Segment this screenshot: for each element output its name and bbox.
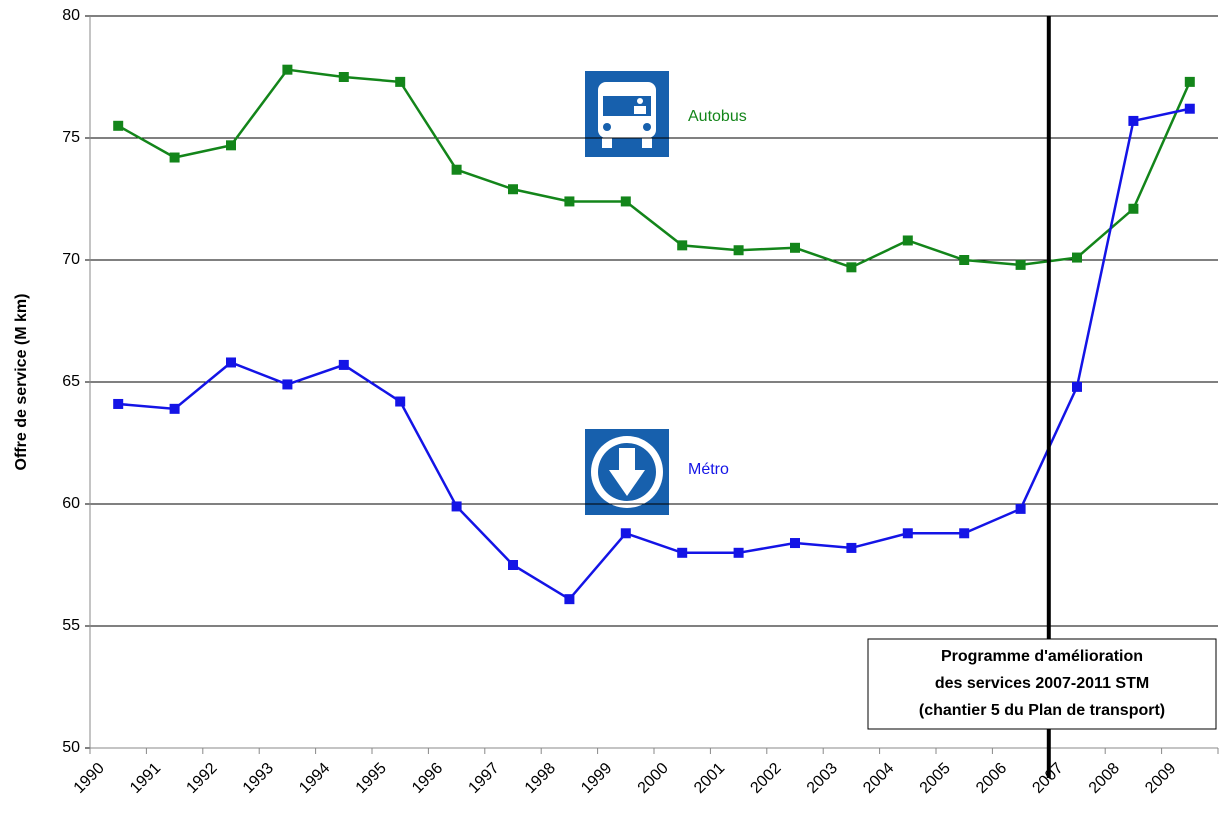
point <box>902 235 913 246</box>
point <box>508 560 518 570</box>
x-tick-label: 1991 <box>127 760 164 797</box>
y-tick-label: 55 <box>62 617 80 634</box>
y-tick-label: 65 <box>62 373 80 390</box>
x-tick-label: 1995 <box>353 760 390 797</box>
point <box>451 164 462 175</box>
y-axis-label: Offre de service (M km) <box>13 294 30 471</box>
x-tick-label: 1996 <box>409 760 446 797</box>
bus-icon <box>585 71 669 157</box>
y-tick-label: 75 <box>62 129 80 146</box>
point <box>1184 103 1195 114</box>
x-tick-label: 2009 <box>1142 760 1179 797</box>
series-label: Métro <box>688 461 729 478</box>
annotation: des services 2007-2011 STM <box>935 675 1149 692</box>
point <box>1128 203 1139 214</box>
x-tick-label: 2005 <box>917 760 954 797</box>
line <box>118 107 1191 601</box>
point <box>677 547 688 558</box>
point <box>169 403 180 414</box>
point <box>1072 252 1082 263</box>
point <box>1072 381 1082 392</box>
x-tick-label: 1998 <box>522 760 559 797</box>
point <box>1128 115 1139 126</box>
point <box>1015 503 1026 514</box>
x-tick-label: 2000 <box>635 760 672 797</box>
line <box>117 68 1191 269</box>
point <box>338 72 349 82</box>
y-tick-label: 70 <box>62 251 80 268</box>
point <box>620 528 631 539</box>
point <box>902 528 913 539</box>
point <box>733 245 744 256</box>
point <box>113 398 124 409</box>
annotation-box <box>867 638 1217 730</box>
point <box>226 357 236 368</box>
point <box>1015 259 1026 270</box>
point <box>733 547 744 558</box>
point <box>282 379 293 390</box>
x-tick-label: 1999 <box>578 760 615 797</box>
x-tick-label: 1993 <box>240 760 277 797</box>
annotation: Programme d'amélioration <box>941 648 1143 665</box>
y-tick-label: 60 <box>62 495 80 512</box>
x-tick-label: 1997 <box>465 760 502 797</box>
point <box>395 76 406 87</box>
x-tick-label: 1990 <box>71 760 108 797</box>
annotation: (chantier 5 du Plan de transport) <box>919 702 1165 719</box>
point <box>226 140 236 151</box>
point <box>846 262 857 273</box>
point <box>677 240 688 251</box>
point <box>564 196 575 207</box>
point <box>790 538 800 549</box>
x-tick-label: 1994 <box>296 760 333 797</box>
x-tick-label: 2008 <box>1086 760 1123 797</box>
x-tick-label: 2002 <box>747 760 784 797</box>
x-tick-label: 2006 <box>973 760 1010 797</box>
point <box>113 120 124 131</box>
y-tick-label: 50 <box>62 739 80 756</box>
point <box>451 501 462 512</box>
x-tick-label: 2004 <box>860 760 897 797</box>
point <box>790 242 800 253</box>
point <box>1184 76 1195 87</box>
point <box>959 528 970 539</box>
point <box>846 542 857 553</box>
metro-icon <box>585 429 669 515</box>
x-tick-label: 1992 <box>183 760 220 797</box>
point <box>959 255 970 265</box>
point <box>169 152 180 163</box>
point <box>564 594 575 605</box>
point <box>620 196 631 207</box>
point <box>282 64 293 75</box>
point <box>508 184 518 195</box>
x-tick-label: 2003 <box>804 760 841 797</box>
point <box>338 359 349 370</box>
point <box>395 396 406 407</box>
x-tick-label: 2001 <box>691 760 728 797</box>
y-tick-label: 80 <box>62 7 80 24</box>
series-label: Autobus <box>688 108 747 125</box>
